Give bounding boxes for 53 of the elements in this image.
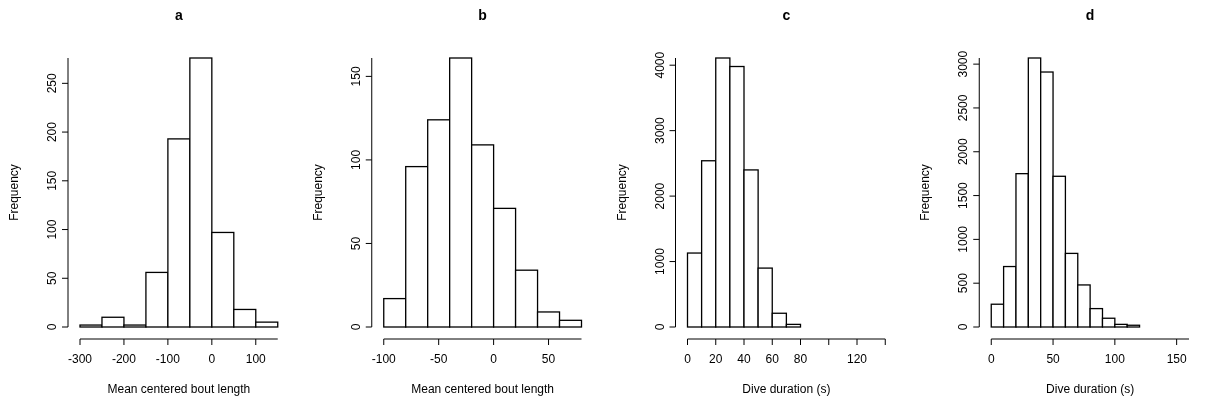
chart-title: d (1085, 7, 1095, 23)
x-axis-title: Dive duration (s) (1046, 382, 1135, 396)
x-tick-label: -200 (111, 352, 137, 366)
x-axis-title: Dive duration (s) (742, 382, 831, 396)
y-tick-label: 250 (45, 73, 59, 94)
y-tick-label: 150 (45, 170, 59, 191)
x-tick-label: 0 (208, 352, 216, 366)
y-tick-label: 50 (348, 236, 363, 251)
x-axis-title: Mean centered bout length (411, 382, 555, 396)
y-tick-label: 0 (652, 323, 667, 331)
x-tick-label: -100 (371, 352, 397, 366)
y-tick-label: 0 (348, 323, 363, 331)
x-tick-label: -50 (430, 352, 448, 366)
x-tick-label: 80 (793, 352, 808, 366)
y-tick-label: 4000 (652, 51, 667, 79)
x-tick-label: 0 (987, 352, 995, 366)
y-tick-label: 500 (956, 272, 971, 294)
x-tick-label: -100 (155, 352, 181, 366)
y-axis-title: Frequency (614, 164, 629, 221)
x-axis-title: Mean centered bout length (107, 382, 251, 396)
y-tick-label: 2500 (956, 94, 971, 122)
x-tick-label: 150 (1166, 352, 1187, 366)
x-tick-label: 40 (737, 352, 751, 366)
y-tick-label: 150 (348, 66, 363, 87)
x-tick-label: 50 (541, 352, 556, 366)
x-tick-label: 100 (245, 352, 267, 366)
x-tick-label: -300 (67, 352, 93, 366)
chart-title: b (478, 7, 487, 23)
y-tick-label: 1000 (652, 247, 667, 275)
x-tick-label: 100 (1104, 352, 1126, 366)
y-tick-label: 0 (956, 323, 971, 331)
y-tick-label: 1000 (956, 225, 971, 253)
x-tick-label: 0 (684, 352, 692, 366)
x-tick-label: 120 (846, 352, 868, 366)
y-tick-label: 100 (45, 219, 59, 240)
y-tick-label: 50 (45, 271, 59, 285)
x-tick-label: 50 (1046, 352, 1061, 366)
chart-title: a (174, 7, 183, 23)
y-tick-label: 100 (348, 149, 363, 170)
y-tick-label: 2000 (956, 138, 971, 166)
y-tick-label: 200 (45, 121, 59, 143)
y-tick-label: 1500 (956, 181, 971, 209)
y-tick-label: 3000 (652, 116, 667, 144)
y-tick-label: 0 (45, 323, 59, 331)
y-tick-label: 2000 (652, 182, 667, 210)
x-tick-label: 0 (490, 352, 498, 366)
y-tick-label: 3000 (956, 50, 971, 78)
x-tick-label: 60 (765, 352, 780, 366)
x-tick-label: 20 (709, 352, 723, 366)
y-axis-title: Frequency (7, 164, 21, 221)
y-axis-title: Frequency (918, 164, 933, 221)
chart-title: c (782, 7, 791, 23)
y-axis-title: Frequency (310, 164, 325, 221)
